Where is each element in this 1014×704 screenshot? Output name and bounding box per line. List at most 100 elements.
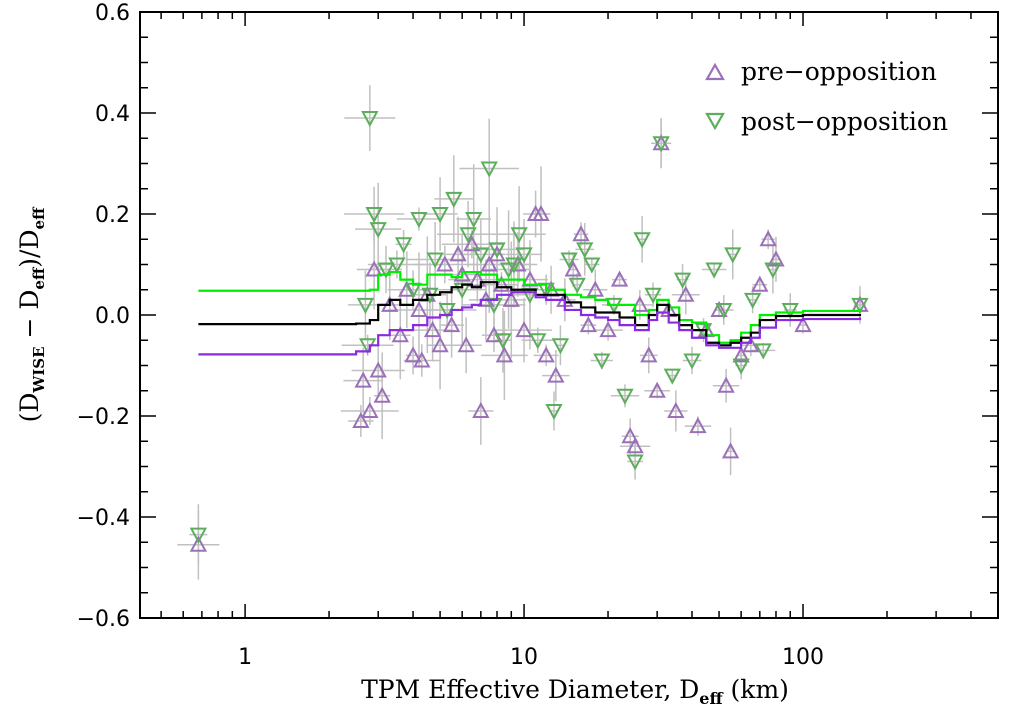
pre-opposition-point bbox=[564, 260, 582, 277]
pre-opposition-point bbox=[373, 386, 391, 403]
post-opposition-point bbox=[705, 262, 723, 279]
post-opposition-point bbox=[851, 297, 869, 315]
pre-opposition-point bbox=[453, 265, 471, 282]
pre-opposition-point bbox=[480, 255, 498, 272]
pre-opposition-point bbox=[599, 321, 617, 338]
plot-area bbox=[177, 85, 869, 580]
post-opposition-point bbox=[568, 277, 586, 294]
pre-opposition-point bbox=[732, 346, 750, 363]
post-opposition-point bbox=[583, 257, 601, 274]
running-mean-lines bbox=[198, 270, 862, 356]
pre-opposition-point bbox=[515, 321, 533, 338]
pre-opposition-point bbox=[472, 401, 490, 418]
post-opposition-point bbox=[715, 302, 733, 320]
y-axis-title-part-3: )/D bbox=[15, 229, 44, 267]
pre-opposition-point bbox=[689, 416, 707, 434]
pre-opposition-point bbox=[502, 290, 520, 307]
y-tick-label: −0.2 bbox=[77, 405, 130, 430]
pre-opposition-point bbox=[767, 250, 785, 267]
y-axis-title-sub-eff-1: eff bbox=[30, 266, 48, 290]
post-opposition-point bbox=[545, 403, 563, 421]
pre-opposition-point bbox=[413, 351, 431, 368]
plot-frame bbox=[139, 11, 999, 619]
post-opposition-point bbox=[465, 212, 483, 229]
post-opposition-point bbox=[551, 338, 570, 355]
pre-opposition-point bbox=[488, 245, 506, 262]
error-bars bbox=[177, 85, 866, 580]
post-opposition-point bbox=[593, 353, 611, 370]
pre-opposition-point bbox=[391, 326, 409, 343]
post-opposition-point bbox=[431, 207, 449, 224]
x-axis-title-main: TPM Effective Diameter, D bbox=[361, 675, 699, 704]
post-opposition-point bbox=[365, 207, 383, 224]
post-opposition-point bbox=[445, 191, 463, 208]
pre-opposition-point bbox=[677, 285, 695, 302]
post-opposition-point bbox=[633, 232, 651, 249]
pre-opposition-point bbox=[457, 336, 475, 353]
post-opposition-point bbox=[388, 257, 406, 274]
pre-opposition-point bbox=[648, 381, 666, 398]
axis-ticks bbox=[140, 11, 999, 619]
running-mean-line bbox=[198, 281, 862, 347]
pre-opposition-point bbox=[398, 280, 416, 297]
legend-post-opposition-marker bbox=[705, 112, 725, 131]
pre-opposition-point bbox=[721, 442, 740, 459]
post-opposition-point bbox=[626, 454, 644, 471]
post-opposition-point bbox=[652, 136, 670, 153]
post-opposition-point bbox=[515, 247, 533, 264]
post-opposition-point bbox=[644, 287, 662, 304]
y-tick-label: 0.4 bbox=[95, 102, 130, 127]
post-opposition-point bbox=[576, 242, 594, 259]
post-opposition-point bbox=[410, 212, 428, 229]
pre-opposition-point bbox=[759, 230, 777, 247]
pre-opposition-point bbox=[610, 270, 629, 287]
legend-post-opposition-label: post−opposition bbox=[741, 107, 948, 136]
y-tick-label: −0.6 bbox=[77, 607, 130, 632]
pre-opposition-point bbox=[365, 260, 383, 277]
post-opposition-point bbox=[732, 358, 750, 375]
pre-opposition-point bbox=[369, 361, 387, 378]
pre-opposition-point bbox=[431, 336, 449, 353]
x-tick-label: 100 bbox=[782, 645, 824, 670]
pre-opposition-point bbox=[404, 346, 422, 363]
post-opposition-point bbox=[369, 222, 387, 239]
running-mean-line bbox=[198, 291, 862, 356]
post-opposition-point bbox=[377, 262, 395, 279]
post-opposition-point bbox=[394, 237, 413, 254]
pre-opposition-point bbox=[495, 346, 514, 363]
pre-opposition-point bbox=[794, 315, 812, 333]
post-opposition-point bbox=[361, 111, 379, 128]
y-axis-title-sub-eff-2: eff bbox=[30, 206, 48, 230]
post-opposition-point bbox=[426, 252, 444, 269]
y-tick-label: 0.6 bbox=[95, 1, 130, 26]
post-opposition-point bbox=[510, 227, 528, 244]
y-tick-label: −0.4 bbox=[77, 506, 130, 531]
post-opposition-point bbox=[488, 242, 506, 259]
legend: pre−opposition post−opposition bbox=[705, 57, 948, 136]
x-axis-title: TPM Effective Diameter, Deff (km) bbox=[361, 675, 789, 704]
pre-opposition-point bbox=[547, 366, 565, 383]
pre-opposition-point bbox=[710, 300, 728, 317]
legend-pre-opposition-label: pre−opposition bbox=[741, 57, 937, 86]
pre-opposition-point bbox=[667, 401, 685, 418]
pre-opposition-point bbox=[463, 235, 481, 252]
post-opposition-point bbox=[673, 272, 692, 289]
pre-opposition-point bbox=[631, 295, 649, 312]
post-opposition-point bbox=[744, 292, 762, 309]
post-opposition-point bbox=[560, 252, 578, 269]
pre-opposition-point bbox=[410, 300, 428, 317]
post-opposition-point bbox=[459, 227, 477, 244]
post-opposition-point bbox=[724, 247, 742, 264]
post-opposition-point bbox=[663, 368, 681, 385]
x-axis-title-sub: eff bbox=[699, 689, 723, 704]
running-mean-line bbox=[198, 270, 862, 344]
post-opposition-point bbox=[683, 353, 701, 370]
x-tick-label: 1 bbox=[238, 645, 252, 670]
post-opposition-point bbox=[189, 527, 208, 544]
post-opposition-point bbox=[356, 297, 375, 315]
post-opposition-point bbox=[494, 333, 512, 350]
pre-opposition-point bbox=[640, 346, 658, 363]
y-axis-title-part-2: − D bbox=[15, 290, 44, 347]
post-opposition-point bbox=[616, 388, 634, 405]
